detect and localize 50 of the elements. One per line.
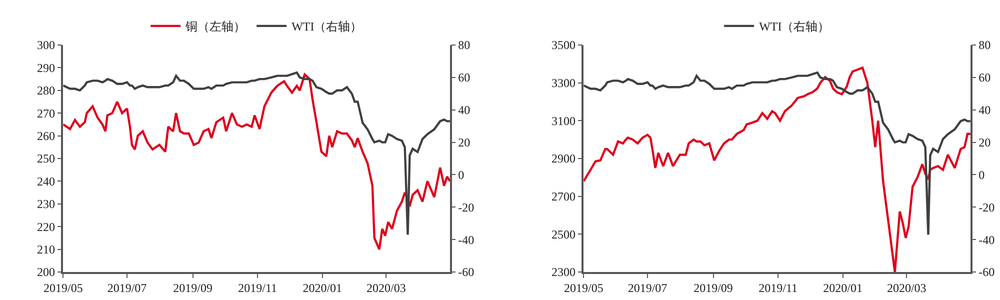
y2-tick-label: 80 — [978, 38, 991, 52]
y-tick-label: 270 — [37, 106, 56, 120]
y2-tick-label: 80 — [458, 38, 470, 52]
y2-tick-label: 60 — [978, 70, 991, 85]
y-tick-label: 3500 — [552, 38, 576, 52]
x-tick-label: 2020/03 — [366, 281, 406, 296]
y2-tick-label: 40 — [458, 103, 470, 118]
x-tick-label: 2020/01 — [823, 281, 863, 296]
y-tick-label: 200 — [37, 265, 56, 280]
y2-tick-label: 40 — [978, 103, 991, 118]
y2-tick-label: 0 — [458, 168, 464, 182]
y-tick-label: 2500 — [552, 227, 576, 242]
y-tick-label: 2700 — [552, 190, 576, 204]
y-tick-label: 3300 — [552, 76, 576, 90]
y2-tick-label: 20 — [978, 135, 991, 150]
y-tick-label: 2300 — [552, 265, 576, 280]
x-tick-label: 2019/07 — [628, 281, 668, 296]
y-tick-label: 280 — [37, 84, 56, 98]
y-tick-label: 240 — [37, 174, 56, 188]
x-tick-label: 2019/05 — [44, 281, 83, 296]
x-tick-label: 2019/11 — [758, 281, 798, 296]
y-tick-label: 210 — [37, 242, 56, 256]
legend-label: WTI（右轴） — [759, 20, 830, 34]
y-tick-label: 220 — [37, 220, 56, 234]
y2-tick-label: 60 — [458, 70, 470, 85]
y2-tick-label: -40 — [978, 232, 995, 247]
y2-tick-label: -60 — [458, 265, 474, 280]
legend-label: 铜（左轴） — [184, 20, 246, 34]
y-tick-label: 230 — [37, 197, 56, 212]
line-series — [584, 71, 970, 236]
x-tick-label: 2020/01 — [302, 281, 342, 296]
y2-tick-label: 20 — [458, 135, 470, 150]
y2-tick-label: -40 — [458, 232, 474, 247]
y-tick-label: 290 — [37, 60, 56, 75]
y-tick-label: 250 — [37, 152, 56, 166]
y2-tick-label: -20 — [458, 200, 474, 214]
y-tick-label: 300 — [37, 38, 56, 52]
x-tick-label: 2019/09 — [173, 281, 212, 296]
x-tick-label: 2019/05 — [564, 281, 604, 296]
x-tick-label: 2019/07 — [107, 281, 147, 296]
x-tick-label: 2019/09 — [694, 281, 733, 296]
legend-label: WTI（右轴） — [292, 20, 362, 34]
y2-tick-label: -20 — [978, 200, 995, 214]
y2-tick-label: 0 — [978, 168, 985, 182]
y2-tick-label: -60 — [978, 265, 995, 280]
x-tick-label: 2019/11 — [238, 281, 278, 296]
x-tick-label: 2020/03 — [886, 281, 926, 296]
y-tick-label: 260 — [37, 129, 56, 143]
y-tick-label: 3100 — [552, 114, 576, 128]
y-tick-label: 2900 — [552, 152, 576, 166]
